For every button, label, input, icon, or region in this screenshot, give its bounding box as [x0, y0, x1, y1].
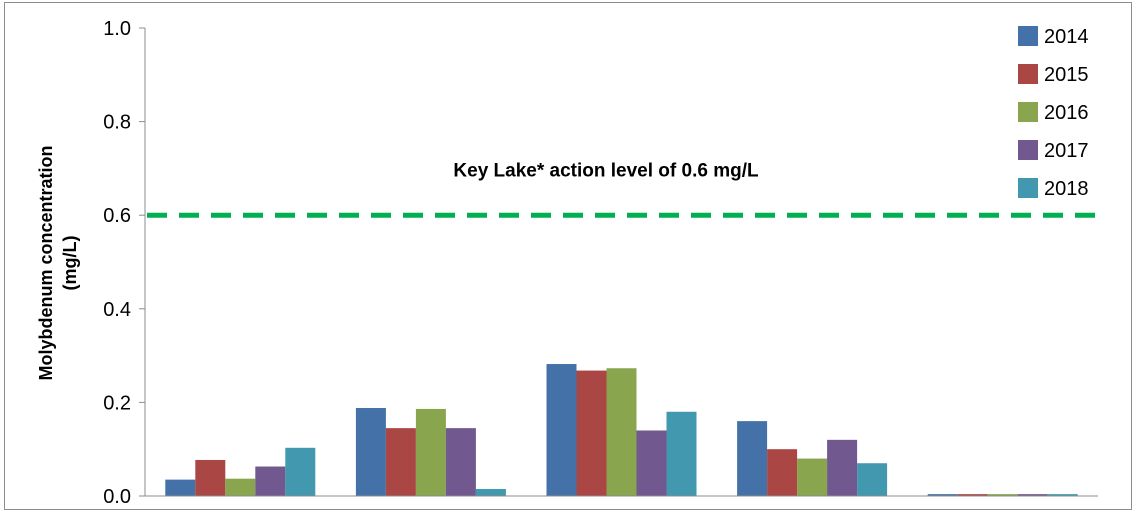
action-level-label: Key Lake* action level of 0.6 mg/L	[453, 160, 759, 181]
legend-label-2014: 2014	[1044, 26, 1089, 48]
y-axis-ticks: 0.0 0.2 0.4 0.6 0.8 1.0	[103, 18, 145, 508]
bar-2017	[1017, 494, 1048, 496]
y-axis-label: Molybdenum concentration (mg/L)	[36, 145, 80, 380]
bar-2016	[797, 458, 828, 496]
bar-2016	[415, 408, 446, 496]
legend-swatch-2017	[1018, 140, 1038, 160]
bar-2015	[385, 428, 416, 496]
y-tick-label: 0.0	[103, 486, 131, 508]
bar-2015	[957, 494, 988, 496]
bar-2018	[475, 488, 506, 496]
y-tick-label: 0.4	[103, 299, 131, 321]
chart-frame	[4, 2, 1132, 510]
bar-2017	[827, 439, 858, 496]
bar-2015	[576, 370, 607, 496]
bar-2017	[636, 430, 667, 496]
y-tick-label: 0.2	[103, 392, 131, 414]
legend-label-2017: 2017	[1044, 140, 1089, 162]
bar-2014	[737, 421, 768, 496]
legend-label-2018: 2018	[1044, 178, 1089, 200]
legend-label-2016: 2016	[1044, 102, 1089, 124]
bar-2018	[285, 447, 316, 496]
legend: 2014 2015 2016 2017 2018	[1018, 26, 1089, 200]
bar-2017	[255, 466, 286, 496]
bars	[165, 364, 1078, 496]
bar-2018	[666, 411, 697, 496]
bar-2015	[767, 449, 798, 496]
legend-swatch-2018	[1018, 178, 1038, 198]
y-axis-label-line-2: (mg/L)	[60, 236, 80, 291]
legend-swatch-2015	[1018, 64, 1038, 84]
legend-swatch-2016	[1018, 102, 1038, 122]
bar-2014	[927, 494, 958, 496]
bar-2018	[1047, 494, 1078, 496]
legend-swatch-2014	[1018, 26, 1038, 46]
y-tick-label: 0.6	[103, 205, 131, 227]
bar-2017	[445, 428, 476, 496]
y-tick-label: 1.0	[103, 18, 131, 40]
bar-2014	[165, 479, 196, 496]
bar-2014	[546, 364, 577, 496]
bar-2016	[987, 494, 1018, 496]
bar-2016	[225, 478, 256, 496]
bar-2015	[195, 459, 226, 496]
bar-2018	[857, 463, 888, 496]
y-axis-label-line-1: Molybdenum concentration	[36, 145, 56, 380]
legend-label-2015: 2015	[1044, 64, 1089, 86]
bar-2014	[355, 408, 386, 496]
bar-2016	[606, 368, 637, 496]
y-tick-label: 0.8	[103, 112, 131, 134]
